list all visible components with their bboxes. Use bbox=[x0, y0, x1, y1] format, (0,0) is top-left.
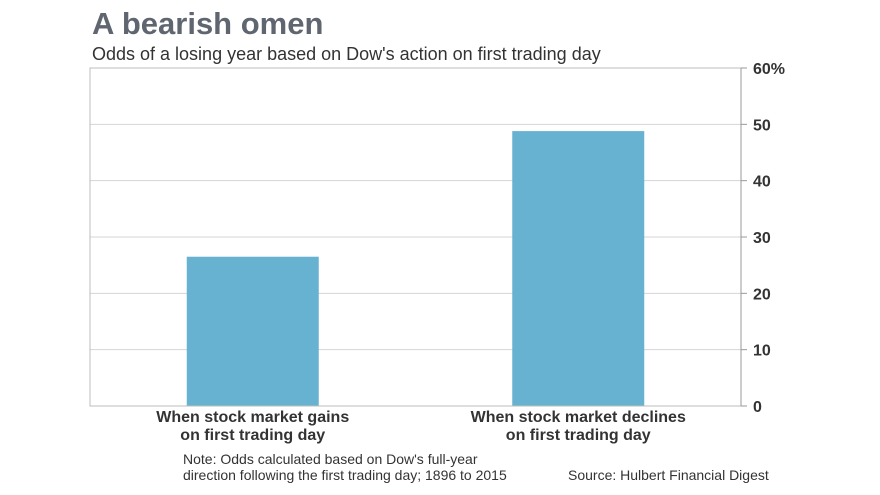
y-tick-label: 20 bbox=[753, 286, 771, 303]
source-credit: Source: Hulbert Financial Digest bbox=[568, 467, 769, 483]
footnote-line-1: Note: Odds calculated based on Dow's ful… bbox=[183, 451, 478, 467]
chart-title: A bearish omen bbox=[92, 6, 324, 41]
chart-subtitle: Odds of a losing year based on Dow's act… bbox=[92, 44, 601, 64]
y-tick-label: 10 bbox=[753, 343, 771, 360]
y-tick-label: 0 bbox=[753, 399, 762, 416]
x-tick-label: on first trading day bbox=[180, 427, 325, 444]
footnote: Note: Odds calculated based on Dow's ful… bbox=[183, 451, 507, 483]
bar bbox=[512, 131, 645, 407]
bar bbox=[186, 256, 319, 406]
y-axis-ticks: 0 10 20 30 40 50 60% bbox=[741, 61, 785, 416]
x-tick-label: When stock market gains bbox=[156, 409, 349, 426]
y-tick-label: 50 bbox=[753, 117, 771, 134]
y-tick-label: 30 bbox=[753, 230, 771, 247]
x-tick-label: on first trading day bbox=[506, 427, 651, 444]
y-tick-label: 60% bbox=[753, 61, 785, 78]
bars bbox=[186, 131, 645, 407]
x-tick-label: When stock market declines bbox=[471, 409, 686, 426]
y-tick-label: 40 bbox=[753, 174, 771, 191]
footnote-line-2: direction following the first trading da… bbox=[183, 467, 507, 483]
